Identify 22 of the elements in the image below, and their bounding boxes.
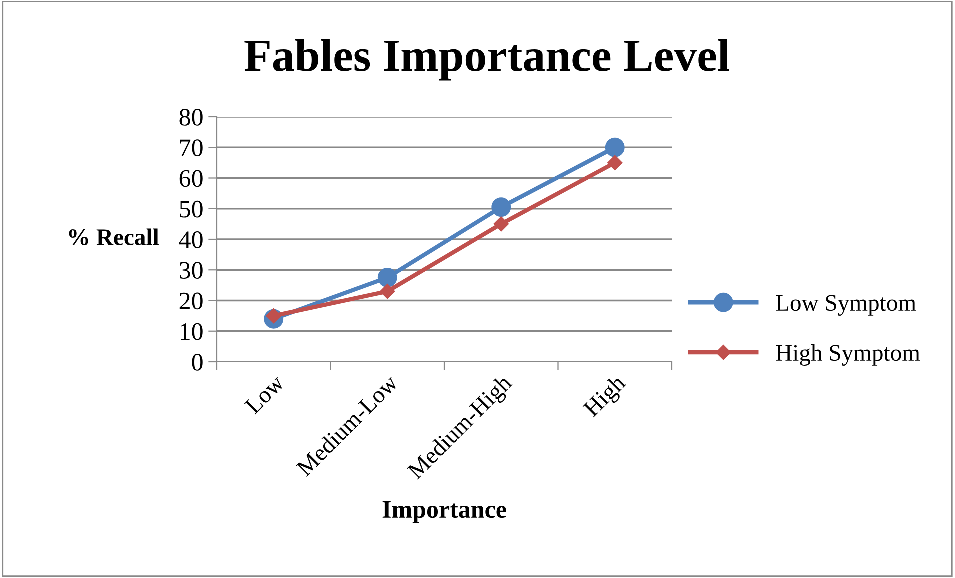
point xyxy=(380,284,396,300)
point xyxy=(492,198,512,218)
x-axis-title: Importance xyxy=(382,501,506,524)
y-axis-title: % Recall xyxy=(69,228,159,246)
y-tick-label: 80 xyxy=(180,109,203,126)
point xyxy=(494,216,509,232)
point xyxy=(608,155,623,171)
y-tick-label: 10 xyxy=(181,323,203,340)
x-tick-label: Low xyxy=(244,374,286,415)
legend-label: High Symptom xyxy=(776,344,920,366)
y-tick-label: 70 xyxy=(180,140,203,157)
point xyxy=(378,268,398,288)
chart-title: Fables Importance Level xyxy=(244,39,730,81)
y-tick-label: 60 xyxy=(180,170,203,188)
y-tick-label: 0 xyxy=(192,354,203,371)
y-tick-label: 50 xyxy=(180,200,203,218)
y-tick-label: 20 xyxy=(180,292,203,310)
legend-label: Low Symptom xyxy=(776,295,916,316)
point xyxy=(605,138,625,158)
y-tick-label: 40 xyxy=(179,232,203,248)
y-tick-label: 30 xyxy=(180,262,203,280)
x-tick-label: High xyxy=(582,373,630,422)
